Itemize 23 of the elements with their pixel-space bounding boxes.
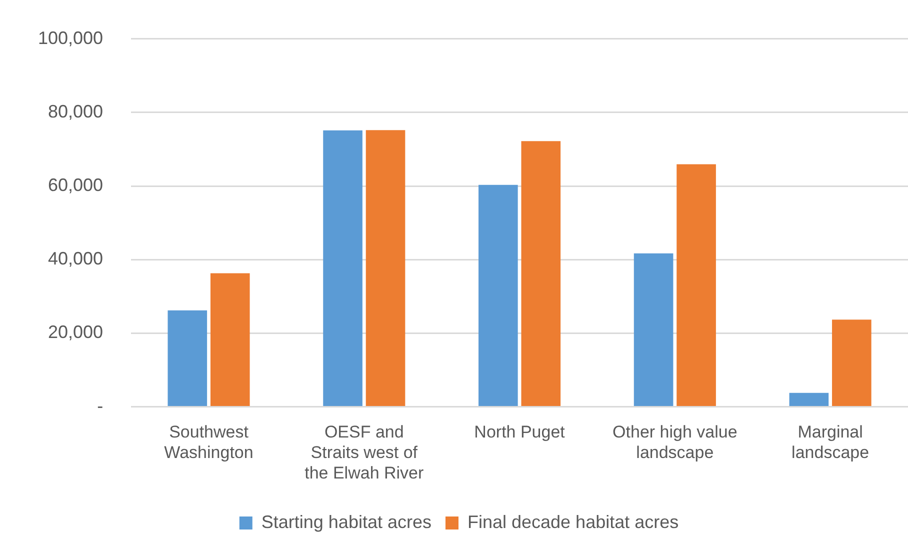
bar (676, 164, 716, 406)
bar (832, 320, 872, 406)
y-tick-label: 60,000 (48, 174, 104, 195)
x-tick-label: North Puget (474, 422, 566, 442)
bar (789, 392, 829, 406)
x-tick-label: Southwest Washington (164, 422, 254, 462)
y-tick-label: - (97, 396, 104, 416)
y-tick-label: 100,000 (38, 28, 104, 48)
legend-label: Starting habitat acres (261, 512, 432, 532)
y-tick-label: 40,000 (48, 248, 104, 269)
y-tick-label: 20,000 (48, 322, 104, 342)
bar (634, 253, 674, 406)
bar (521, 141, 561, 406)
bar (366, 130, 406, 406)
legend-label: Final decade habitat acres (467, 512, 679, 532)
y-tick-label: 80,000 (48, 101, 104, 122)
x-tick-label: Marginal landscape (792, 422, 870, 462)
x-tick-label: Other high value landscape (612, 422, 738, 462)
bar (478, 184, 518, 406)
bar (168, 310, 208, 406)
bar (323, 130, 362, 406)
bar (210, 273, 250, 406)
x-tick-label: OESF and Straits west of the Elwah River (304, 422, 424, 482)
